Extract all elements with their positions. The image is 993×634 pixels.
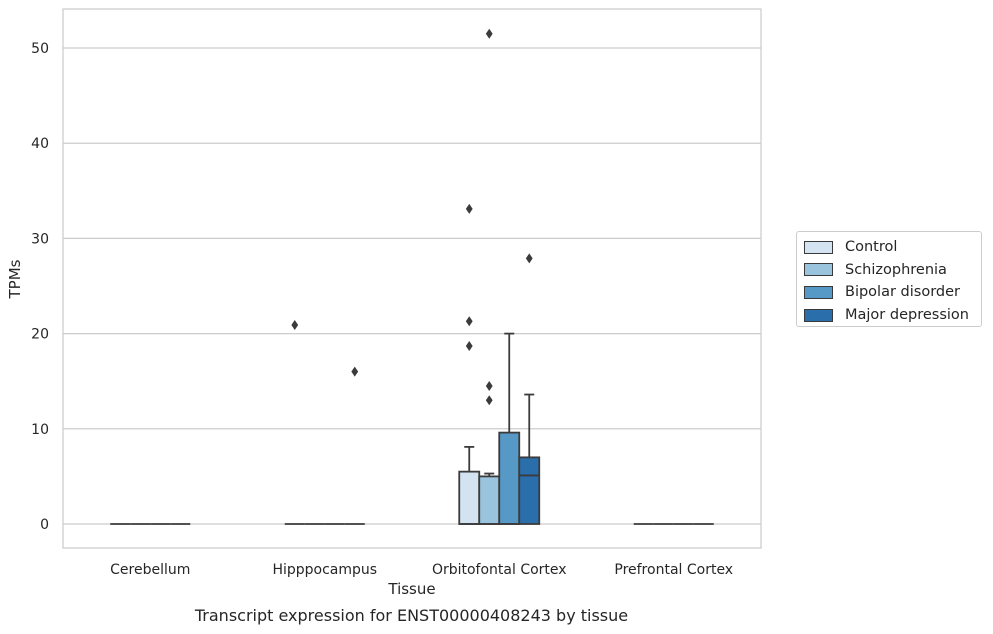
- outlier-point: [465, 316, 473, 327]
- legend: Control Schizophrenia Bipolar disorder Majo…: [796, 231, 982, 327]
- x-tick-label: Prefrontal Cortex: [614, 562, 733, 578]
- legend-label: Schizophrenia: [845, 261, 947, 278]
- legend-swatch: [804, 285, 833, 299]
- box-body: [478, 475, 501, 525]
- box-body: [458, 470, 481, 525]
- x-tick-label: Orbitofontal Cortex: [432, 562, 567, 578]
- legend-item: Major depression: [804, 304, 981, 327]
- box-3-2: [518, 253, 541, 525]
- y-axis-label: TPMs: [6, 259, 24, 299]
- x-tick-labels: Cerebellum Hipppocampus Orbitofontal Corte…: [110, 562, 733, 578]
- box-0-1: [284, 320, 305, 525]
- outlier-point: [351, 366, 359, 377]
- legend-label: Control: [845, 239, 898, 256]
- y-tick-label: 30: [31, 231, 49, 247]
- box-0-2: [458, 203, 481, 525]
- box-2-2: [498, 332, 521, 525]
- boxes: [110, 28, 714, 525]
- grid-lines: [63, 47, 761, 525]
- outlier-point: [485, 395, 493, 406]
- box-3-1: [344, 366, 365, 525]
- legend-item: Schizophrenia: [804, 259, 981, 282]
- plot-area-frame: [62, 8, 762, 549]
- legend-label: Bipolar disorder: [845, 284, 960, 301]
- legend-swatch: [804, 263, 833, 277]
- y-tick-label: 0: [40, 517, 49, 533]
- outlier-point: [465, 203, 473, 214]
- y-tick-labels: 0 10 20 30 40 50: [31, 41, 49, 533]
- legend-swatch: [804, 240, 833, 254]
- outlier-point: [465, 340, 473, 351]
- y-tick-label: 40: [31, 136, 49, 152]
- outlier-point: [485, 28, 493, 39]
- x-tick-label: Hipppocampus: [272, 562, 377, 578]
- y-tick-label: 20: [31, 327, 49, 343]
- outlier-point: [525, 253, 533, 264]
- outlier-point: [291, 320, 299, 331]
- legend-item: Control: [804, 236, 981, 259]
- legend-label: Major depression: [845, 307, 969, 324]
- y-tick-label: 50: [31, 41, 49, 57]
- y-tick-label: 10: [31, 422, 49, 438]
- box-body: [518, 456, 541, 525]
- legend-swatch: [804, 308, 833, 322]
- box-1-2: [478, 28, 501, 525]
- x-tick-label: Cerebellum: [110, 562, 190, 578]
- outlier-point: [485, 380, 493, 391]
- legend-item: Bipolar disorder: [804, 281, 981, 304]
- x-axis-label: Tissue: [387, 580, 435, 598]
- chart-title: Transcript expression for ENST0000040824…: [194, 606, 629, 625]
- box-body: [498, 431, 521, 525]
